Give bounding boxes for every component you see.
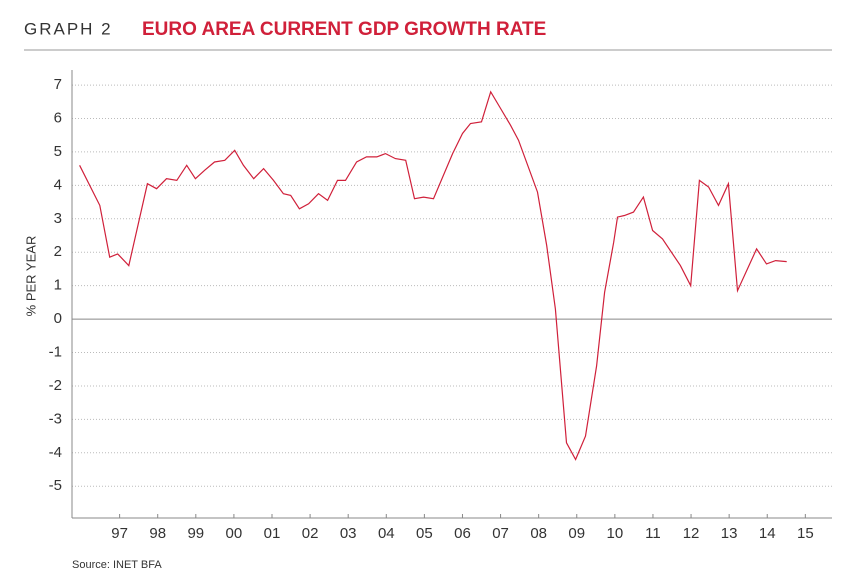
x-tick-label: 14 xyxy=(759,525,776,542)
y-tick-label: -5 xyxy=(49,477,62,494)
x-tick-label: 99 xyxy=(187,525,204,542)
x-tick-label: 97 xyxy=(111,525,128,542)
x-tick-label: 08 xyxy=(530,525,547,542)
x-tick-label: 09 xyxy=(568,525,585,542)
y-tick-label: 3 xyxy=(54,210,62,227)
x-tick-label: 04 xyxy=(378,525,395,542)
x-tick-label: 02 xyxy=(302,525,319,542)
x-tick-label: 98 xyxy=(149,525,166,542)
y-tick-label: 7 xyxy=(54,76,62,93)
y-axis-label: % PER YEAR xyxy=(23,236,38,317)
y-tick-label: 4 xyxy=(54,176,62,193)
y-tick-label: 2 xyxy=(54,243,62,260)
source: Source: INET BFA xyxy=(72,559,162,571)
x-tick-label: 06 xyxy=(454,525,471,542)
chart-title: EURO AREA CURRENT GDP GROWTH RATE xyxy=(142,19,546,40)
x-tick-label: 12 xyxy=(683,525,700,542)
x-tick-label: 00 xyxy=(226,525,243,542)
x-tick-label: 13 xyxy=(721,525,738,542)
y-tick-label: -2 xyxy=(49,377,62,394)
x-tick-label: 11 xyxy=(645,525,661,542)
x-tick-label: 07 xyxy=(492,525,509,542)
x-tick-label: 10 xyxy=(607,525,624,542)
y-tick-label: 1 xyxy=(54,277,62,294)
y-tick-label: 5 xyxy=(54,143,62,160)
x-tick-label: 01 xyxy=(264,525,281,542)
x-tick-label: 15 xyxy=(797,525,814,542)
y-tick-label: -4 xyxy=(49,444,62,461)
y-tick-label: 0 xyxy=(54,310,62,327)
y-tick-label: -1 xyxy=(49,343,62,360)
y-tick-label: 6 xyxy=(54,109,62,126)
x-tick-label: 03 xyxy=(340,525,357,542)
x-tick-label: 05 xyxy=(416,525,433,542)
y-tick-label: -3 xyxy=(49,410,62,427)
line xyxy=(79,90,787,461)
graph-label: GRAPH 2 xyxy=(24,19,113,38)
